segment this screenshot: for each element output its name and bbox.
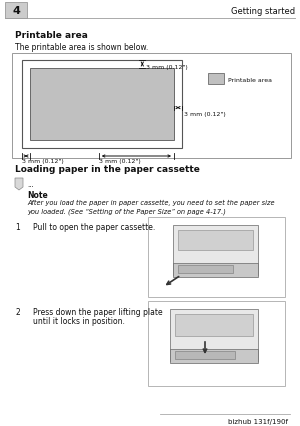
Bar <box>30 69 174 141</box>
Bar <box>5 3 27 19</box>
Text: 3 mm (0.12"): 3 mm (0.12") <box>184 111 226 116</box>
Text: until it locks in position.: until it locks in position. <box>33 316 125 325</box>
Text: 3 mm (0.12"): 3 mm (0.12") <box>146 65 188 70</box>
Bar <box>173 225 258 275</box>
Bar <box>173 263 258 277</box>
Bar <box>148 301 285 386</box>
Text: 1: 1 <box>15 222 20 231</box>
Text: ...: ... <box>27 181 34 187</box>
Text: Press down the paper lifting plate: Press down the paper lifting plate <box>33 307 163 316</box>
Text: you loaded. (See “Setting of the Paper Size” on page 4-17.): you loaded. (See “Setting of the Paper S… <box>27 207 226 214</box>
Bar <box>170 309 258 361</box>
Text: bizhub 131f/190f: bizhub 131f/190f <box>228 418 288 424</box>
Bar <box>175 314 253 336</box>
Text: Pull to open the paper cassette.: Pull to open the paper cassette. <box>33 222 155 231</box>
Bar <box>175 351 235 359</box>
Text: The printable area is shown below.: The printable area is shown below. <box>15 43 148 52</box>
Polygon shape <box>15 178 23 190</box>
Text: Note: Note <box>27 190 48 199</box>
Text: Loading paper in the paper cassette: Loading paper in the paper cassette <box>15 164 200 173</box>
Text: After you load the paper in paper cassette, you need to set the paper size: After you load the paper in paper casset… <box>27 199 274 206</box>
Text: 3 mm (0.12"): 3 mm (0.12") <box>99 158 141 164</box>
Bar <box>208 74 224 85</box>
Text: Getting started: Getting started <box>231 6 295 15</box>
Text: Printable area: Printable area <box>228 77 272 82</box>
Bar <box>170 349 258 363</box>
Bar <box>148 218 285 297</box>
Text: 3 mm (0.12"): 3 mm (0.12") <box>22 158 64 164</box>
Bar <box>178 265 233 273</box>
Text: 4: 4 <box>12 6 20 16</box>
Bar <box>12 54 291 158</box>
Bar <box>22 61 182 149</box>
Text: 2: 2 <box>15 307 20 316</box>
Text: Printable area: Printable area <box>15 31 88 40</box>
Bar <box>178 230 253 250</box>
